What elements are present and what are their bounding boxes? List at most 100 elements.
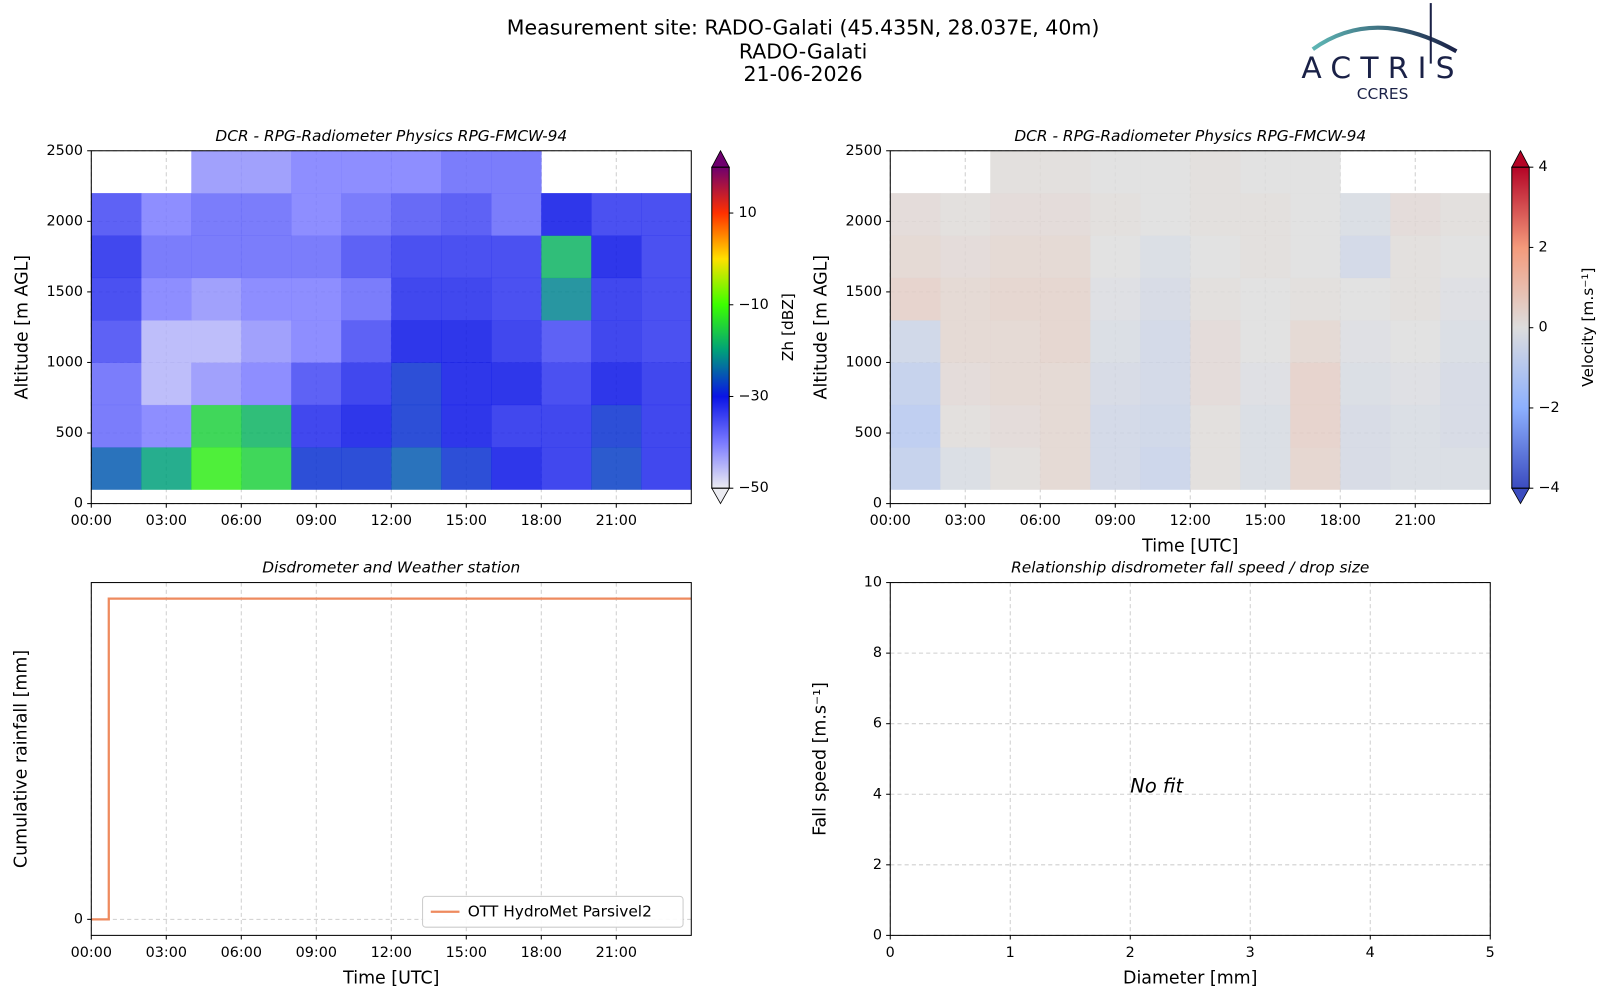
heatmap-cell (191, 404, 242, 448)
heatmap-cell (141, 193, 192, 236)
x-tick-label: 5 (1486, 945, 1495, 961)
x-tick-label: 18:00 (521, 513, 562, 529)
heatmap-cell (291, 277, 342, 321)
heatmap-cell (491, 362, 542, 406)
heatmap-cell (541, 193, 592, 236)
heatmap-cell (1190, 404, 1241, 448)
x-tick-label: 06:00 (221, 513, 262, 529)
y-tick-label: 1500 (846, 284, 883, 300)
heatmap-cell (591, 193, 642, 236)
y-tick-label: 2000 (47, 213, 84, 229)
heatmap-cell (1190, 235, 1241, 279)
x-tick-label: 12:00 (371, 945, 412, 961)
colorbar-tick-label: −2 (1538, 400, 1559, 416)
x-tick-label: 3 (1246, 945, 1255, 961)
heatmap-cell (591, 320, 642, 363)
heatmap-cell (1390, 320, 1441, 363)
annotation: No fit (1130, 775, 1184, 798)
heatmap-cell (990, 362, 1041, 406)
heatmap-cell (990, 404, 1041, 448)
heatmap-cell (291, 447, 342, 490)
colorbar-extend (711, 149, 730, 168)
y-tick-label: 500 (855, 425, 882, 441)
heatmap-cell (1040, 277, 1091, 321)
heatmap-cell (191, 235, 242, 279)
heatmap-cell (1190, 193, 1241, 236)
heatmap-cell (1140, 150, 1191, 194)
heatmap-cell (241, 320, 292, 363)
heatmap-cell (541, 320, 592, 363)
y-tick-label: 2500 (846, 143, 883, 159)
y-tick-label: 1000 (846, 354, 883, 370)
x-tick-label: 12:00 (371, 513, 412, 529)
x-tick-label: 1 (1006, 945, 1015, 961)
x-axis-label: Diameter [mm] (1123, 968, 1257, 988)
figure-title: 21-06-2026 (744, 62, 863, 86)
x-tick-label: 12:00 (1170, 513, 1211, 529)
heatmap-cell (191, 150, 242, 194)
heatmap-cell (1090, 447, 1141, 490)
heatmap-cell (1190, 362, 1241, 406)
heatmap-cell (1090, 235, 1141, 279)
heatmap-cell (541, 362, 592, 406)
heatmap-cell (391, 277, 442, 321)
y-tick-label: 0 (74, 496, 83, 512)
colorbar-extend (711, 487, 730, 505)
heatmap-cell (1240, 277, 1291, 321)
axes-title: DCR - RPG-Radiometer Physics RPG-FMCW-94 (1014, 127, 1366, 145)
heatmap-cell (1040, 150, 1091, 194)
heatmap-cell (541, 277, 592, 321)
heatmap-cell (1340, 277, 1391, 321)
heatmap-cell (441, 404, 492, 448)
heatmap-cell (391, 193, 442, 236)
heatmap-cell (641, 362, 692, 406)
heatmap-cell (191, 277, 242, 321)
heatmap-cell (91, 404, 142, 448)
heatmap-cell (241, 404, 292, 448)
y-tick-label: 4 (873, 786, 882, 802)
heatmap-cell (1290, 277, 1341, 321)
heatmap-cell (1440, 235, 1491, 279)
colorbar-extend (1511, 149, 1530, 168)
heatmap-cell (241, 150, 292, 194)
y-tick-label: 0 (74, 911, 83, 927)
x-tick-label: 03:00 (146, 945, 187, 961)
colorbar-extend (1511, 487, 1530, 505)
heatmap-cell (1440, 447, 1491, 490)
y-tick-label: 1500 (47, 284, 84, 300)
heatmap-cell (990, 150, 1041, 194)
y-tick-label: 2500 (47, 143, 84, 159)
x-tick-label: 00:00 (71, 945, 112, 961)
heatmap-cell (1140, 362, 1191, 406)
heatmap-cell (391, 404, 442, 448)
heatmap-cell (291, 193, 342, 236)
colorbar-tick-label: 10 (738, 205, 756, 221)
colorbar-tick-label: −30 (738, 388, 768, 404)
x-tick-label: 06:00 (1020, 513, 1061, 529)
heatmap-cell (940, 277, 991, 321)
heatmap-cell (241, 362, 292, 406)
heatmap-cell (1240, 404, 1291, 448)
heatmap-cell (1240, 320, 1291, 363)
legend (422, 895, 684, 928)
colorbar-tick-label: 4 (1538, 159, 1547, 175)
y-axis-label: Cumulative rainfall [mm] (12, 650, 32, 868)
heatmap-cell (1240, 235, 1291, 279)
heatmap-cell (291, 362, 342, 406)
heatmap-cell (491, 235, 542, 279)
y-axis-label: Fall speed [m.s⁻¹] (811, 682, 831, 836)
heatmap-cell (341, 193, 392, 236)
x-tick-label: 00:00 (71, 513, 112, 529)
heatmap-cell (890, 235, 941, 279)
heatmap-cell (91, 362, 142, 406)
x-tick-label: 15:00 (446, 513, 487, 529)
figure-title: RADO-Galati (739, 39, 868, 63)
y-tick-label: 6 (873, 716, 882, 732)
heatmap-cell (91, 320, 142, 363)
heatmap-cell (1190, 447, 1241, 490)
colorbar-tick-label: 2 (1538, 239, 1547, 255)
heatmap-cell (441, 193, 492, 236)
figure-title: Measurement site: RADO-Galati (45.435N, … (507, 16, 1100, 40)
y-tick-label: 2 (873, 857, 882, 873)
heatmap-cell (890, 404, 941, 448)
